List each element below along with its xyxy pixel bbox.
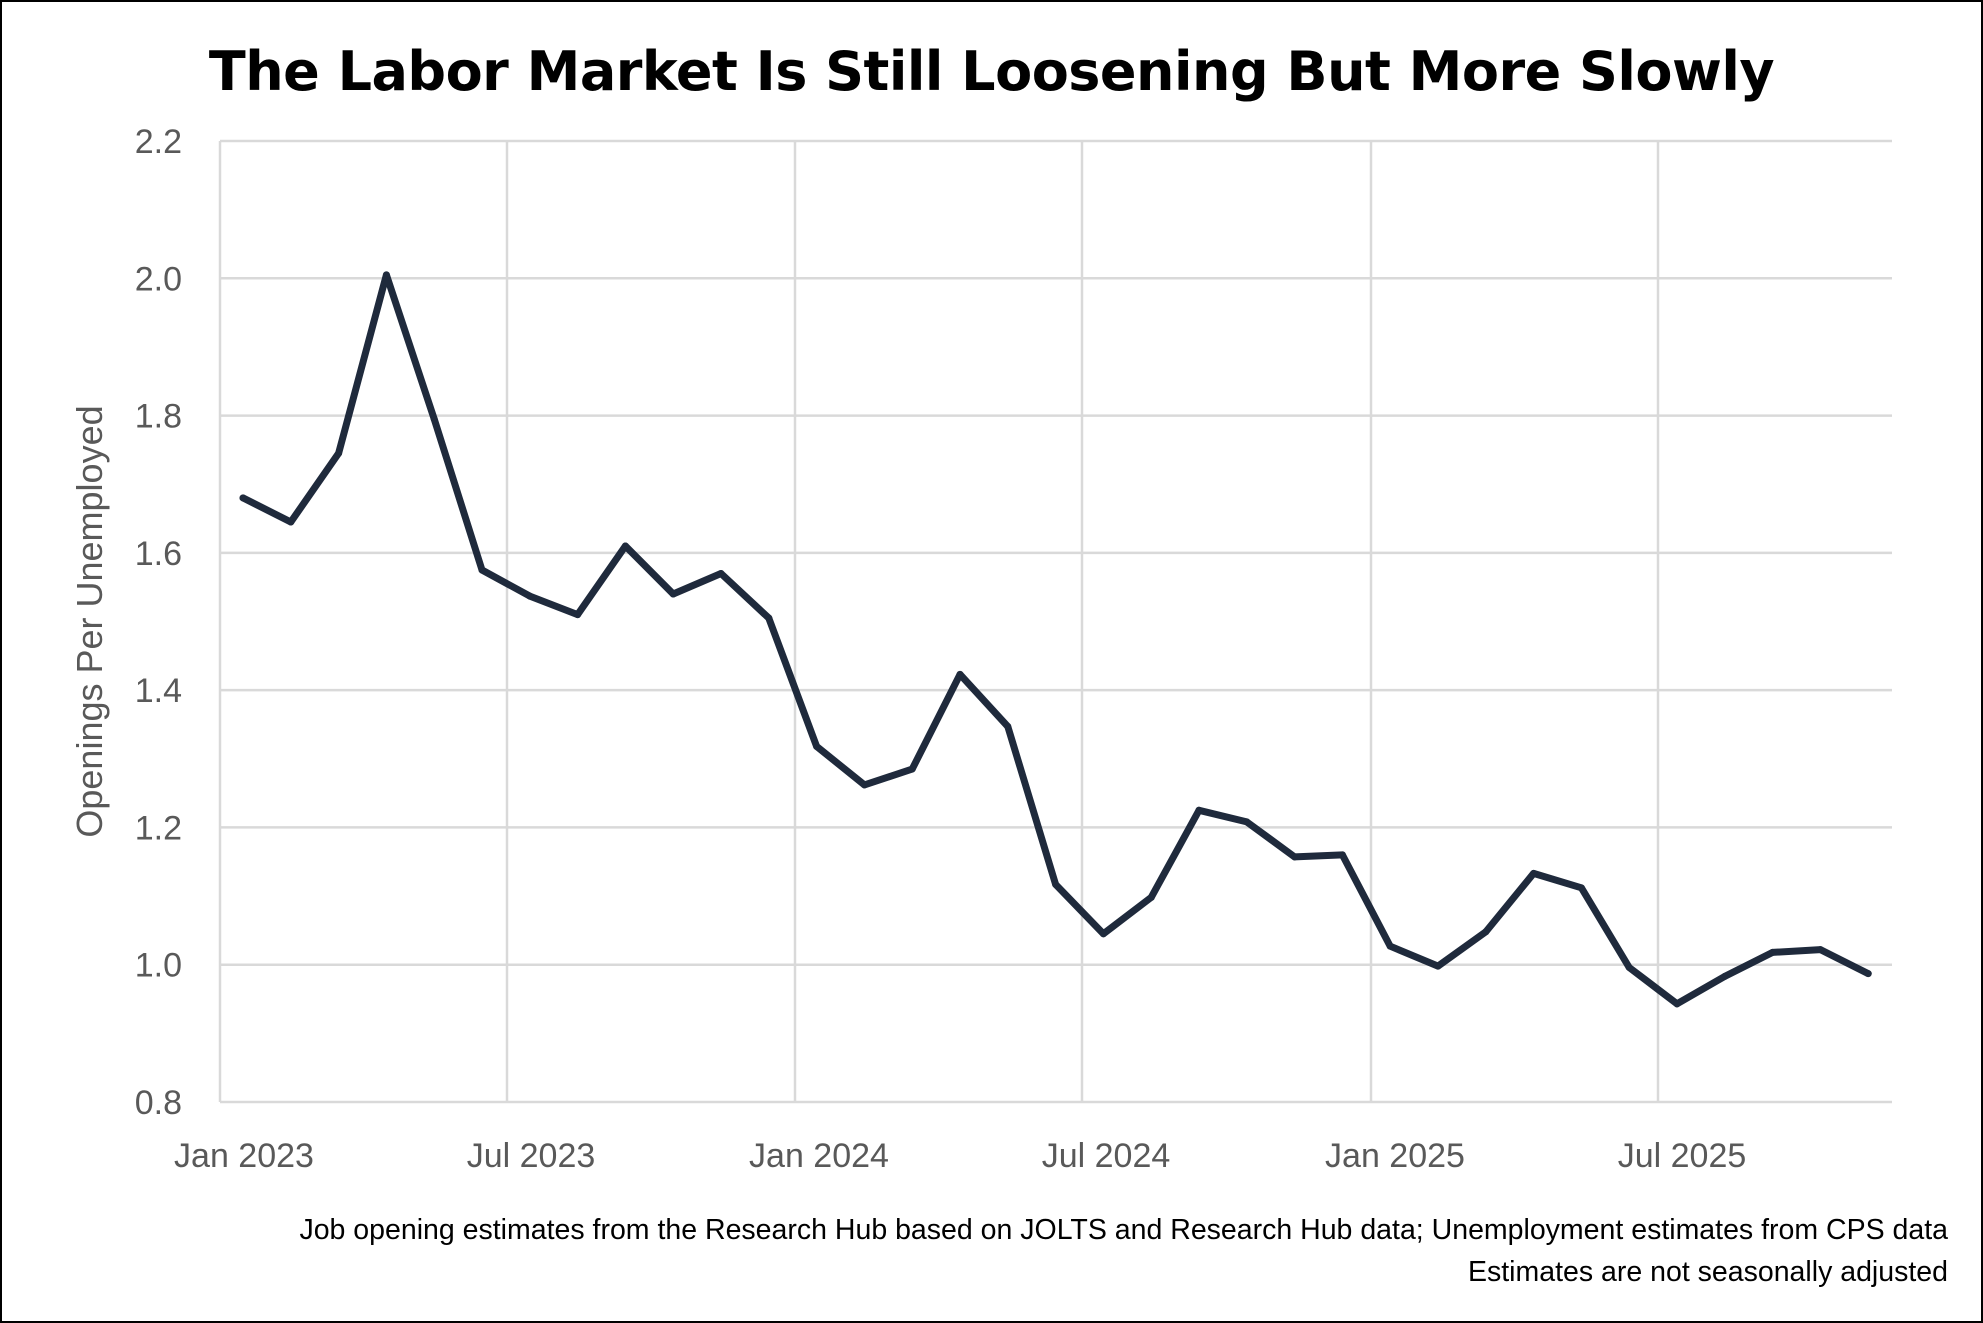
series-layer	[239, 271, 1872, 1008]
y-axis-title: Openings Per Unemployed	[69, 405, 110, 837]
x-axis-tick-labels: Jan 2023 Jul 2023 Jan 2024 Jul 2024 Jan 2025…	[174, 1137, 1746, 1175]
footnote-source: Job opening estimates from the Research …	[299, 1214, 1948, 1246]
y-axis-tick-labels: 0.8 1.0 1.2 1.4 1.6 1.8 2.0 2.2	[135, 123, 182, 1122]
chart-title: The Labor Market Is Still Loosening But …	[208, 40, 1775, 103]
data-point	[908, 765, 916, 773]
data-point	[1195, 806, 1203, 814]
horizontal-gridlines	[220, 139, 1892, 1104]
x-tick-label: Jan 2024	[749, 1137, 889, 1175]
data-point	[239, 494, 247, 502]
data-point	[478, 566, 486, 574]
data-point	[1434, 962, 1442, 970]
data-point	[574, 611, 582, 619]
data-point	[860, 781, 868, 789]
data-point	[1386, 942, 1394, 950]
y-tick-label: 1.6	[135, 535, 182, 573]
data-point	[1673, 1000, 1681, 1008]
data-point	[621, 542, 629, 550]
y-tick-label: 1.0	[135, 947, 182, 985]
y-tick-label: 2.0	[135, 260, 182, 298]
data-point	[526, 592, 534, 600]
data-point	[430, 415, 438, 423]
y-tick-label: 1.8	[135, 398, 182, 436]
data-point	[1721, 972, 1729, 980]
x-tick-label: Jul 2023	[467, 1137, 596, 1175]
data-point	[1530, 869, 1538, 877]
data-point	[669, 590, 677, 598]
data-point	[1482, 928, 1490, 936]
y-tick-label: 0.8	[135, 1084, 182, 1122]
x-tick-label: Jan 2023	[174, 1137, 314, 1175]
data-point	[1577, 884, 1585, 892]
x-tick-label: Jul 2024	[1042, 1137, 1171, 1175]
data-point	[813, 742, 821, 750]
data-point	[1625, 963, 1633, 971]
series-line	[239, 271, 1872, 1008]
data-point	[1816, 946, 1824, 954]
data-point	[1052, 880, 1060, 888]
footnote-adjustment: Estimates are not seasonally adjusted	[1467, 1256, 1948, 1288]
data-point	[1864, 970, 1872, 978]
data-point	[717, 569, 725, 577]
data-point	[1004, 723, 1012, 731]
data-point	[956, 670, 964, 678]
x-tick-label: Jul 2025	[1618, 1137, 1747, 1175]
y-tick-label: 1.4	[135, 672, 182, 710]
vertical-gridlines	[218, 141, 1660, 1102]
data-point	[1338, 851, 1346, 859]
data-point	[335, 449, 343, 457]
data-point	[765, 614, 773, 622]
data-point	[1769, 948, 1777, 956]
data-point	[1243, 818, 1251, 826]
y-tick-label: 1.2	[135, 809, 182, 847]
data-point	[287, 518, 295, 526]
data-point	[1147, 893, 1155, 901]
y-tick-label: 2.2	[135, 123, 182, 161]
data-point	[382, 271, 390, 279]
data-point	[1291, 853, 1299, 861]
x-tick-label: Jan 2025	[1325, 1137, 1465, 1175]
data-point	[1099, 930, 1107, 938]
